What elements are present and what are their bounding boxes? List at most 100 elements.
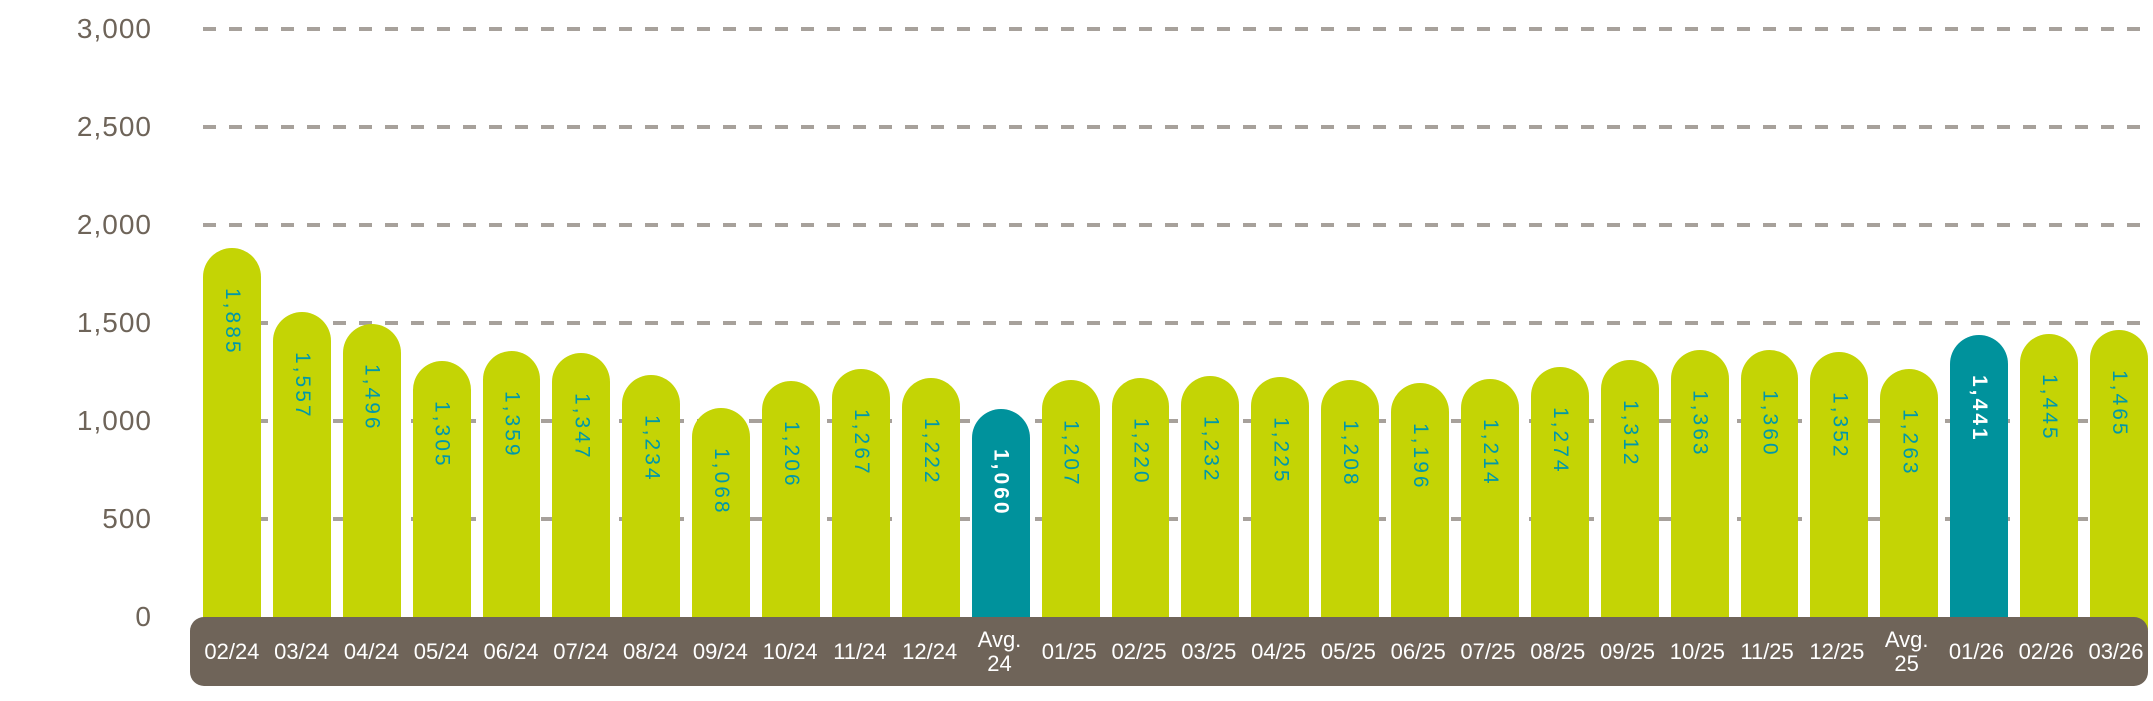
bar[interactable]: 1,263 [1880, 369, 1939, 630]
bar-value-label: 1,445 [2038, 373, 2062, 442]
bar-value-label: 1,274 [1548, 407, 1572, 475]
bar-value-label: 1,496 [360, 363, 384, 432]
bar[interactable]: 1,885 [203, 247, 261, 630]
x-tick-label: 11/25 [1740, 638, 1794, 664]
bar[interactable]: 1,305 [412, 361, 471, 630]
bar-value-label: 1,359 [500, 390, 524, 459]
x-tick-label: 01/26 [1948, 638, 2004, 664]
bar[interactable]: 1,360 [1740, 350, 1799, 630]
bar[interactable]: 1,220 [1111, 377, 1170, 630]
bar[interactable]: 1,347 [552, 353, 611, 630]
x-tick-label: 07/25 [1460, 638, 1516, 664]
y-tick-label: 3,000 [76, 13, 152, 44]
gridline [203, 223, 2153, 227]
x-tick-label: 09/24 [692, 638, 748, 664]
x-tick-label: 08/25 [1530, 638, 1586, 664]
x-tick-label: 04/24 [343, 638, 399, 664]
y-tick-label: 2,000 [76, 209, 152, 240]
bar-value-label: 1,352 [1828, 392, 1852, 460]
bar[interactable]: 1,557 [272, 311, 331, 630]
bar-value-label: 1,220 [1129, 417, 1153, 486]
bar-value-label: 1,360 [1758, 390, 1782, 459]
bar[interactable]: 1,207 [1041, 380, 1100, 630]
x-tick-label: Avg. 24 [977, 626, 1022, 676]
bar-value-label: 1,206 [780, 420, 804, 489]
bar-value-label: 1,347 [570, 393, 594, 461]
bar[interactable]: 1,234 [622, 375, 681, 630]
bar-value-label: 1,232 [1199, 415, 1223, 484]
y-tick-label: 0 [135, 601, 152, 632]
x-tick-label: 08/24 [623, 638, 679, 664]
bar[interactable]: 1,363 [1670, 349, 1729, 630]
x-tick-label: 12/24 [902, 638, 958, 664]
x-tick-label: 01/25 [1041, 638, 1097, 664]
bar[interactable]: 1,214 [1461, 379, 1519, 630]
bar-value-label: 1,465 [2107, 369, 2131, 438]
bar[interactable]: 1,312 [1600, 359, 1659, 630]
bar-value-label: 1,060 [989, 449, 1013, 517]
bar[interactable]: 1,232 [1181, 375, 1240, 630]
bar[interactable]: 1,225 [1251, 376, 1310, 630]
gridline [203, 321, 2153, 325]
x-tick-label: 03/24 [274, 638, 330, 664]
bar[interactable]: 1,196 [1391, 382, 1450, 630]
x-tick-label: 02/25 [1111, 638, 1167, 664]
bar[interactable]: 1,068 [692, 407, 751, 630]
x-axis-labels: 02/24 03/24 04/24 05/24 06/24 07/24 08/24 09/24… [203, 617, 2145, 686]
x-tick-label: 10/24 [762, 638, 818, 664]
bar-value-label: 1,441 [1968, 374, 1992, 443]
gridline [203, 125, 2153, 129]
bar-value-label: 1,312 [1618, 399, 1642, 468]
bar[interactable]: 1,359 [482, 350, 541, 630]
bar[interactable]: 1,206 [762, 380, 821, 630]
bar[interactable]: 1,496 [342, 323, 401, 630]
bar[interactable]: 1,060 [971, 409, 1030, 630]
x-tick-label: 10/25 [1669, 638, 1725, 664]
y-tick-label: 1,500 [76, 307, 152, 338]
bar-value-label: 1,214 [1478, 419, 1502, 487]
x-tick-label: 07/24 [553, 638, 609, 664]
bar-value-label: 1,208 [1339, 420, 1363, 488]
x-axis-strip: 02/24 03/24 04/24 05/24 06/24 07/24 08/24 09/24… [190, 617, 2148, 686]
y-tick-label: 500 [102, 503, 152, 534]
bar[interactable]: 1,441 [1950, 334, 2009, 630]
bar[interactable]: 1,267 [832, 368, 890, 630]
bar-value-label: 1,267 [849, 408, 873, 477]
gridline [203, 419, 2153, 423]
x-tick-label: 03/25 [1181, 638, 1237, 664]
bar-value-label: 1,263 [1898, 409, 1922, 478]
x-tick-label: 06/24 [483, 638, 539, 664]
x-tick-label: 06/25 [1390, 638, 1446, 664]
bar-value-label: 1,225 [1269, 416, 1293, 485]
gridline [203, 27, 2153, 31]
bar-value-label: 1,222 [919, 417, 943, 486]
y-tick-label: 1,000 [76, 405, 152, 436]
bar-value-label: 1,068 [710, 447, 734, 516]
y-tick-label: 2,500 [76, 111, 152, 142]
bar[interactable]: 1,274 [1530, 367, 1589, 630]
bar[interactable]: 1,352 [1810, 352, 1869, 630]
bar-value-label: 1,305 [430, 401, 454, 469]
gridline [203, 517, 2153, 521]
x-tick-label: Avg. 25 [1884, 626, 1929, 676]
bar[interactable]: 1,465 [2090, 329, 2148, 630]
bar-value-label: 1,207 [1059, 420, 1083, 488]
bar-value-label: 1,363 [1688, 389, 1712, 458]
bar[interactable]: 1,222 [901, 377, 960, 630]
x-tick-label: 05/24 [413, 638, 469, 664]
x-tick-label: 04/25 [1251, 638, 1307, 664]
x-tick-label: 02/26 [2018, 638, 2074, 664]
bar-value-label: 1,196 [1409, 422, 1433, 491]
bar[interactable]: 1,445 [2020, 333, 2079, 630]
x-tick-label: 09/25 [1599, 638, 1656, 664]
x-tick-label: 05/25 [1320, 638, 1376, 664]
x-tick-label: 03/26 [2088, 638, 2144, 664]
bar-value-label: 1,885 [220, 287, 244, 356]
plot-area: 1,885 1,557 1,496 1,305 1,359 1,347 1,234 1,068… [203, 0, 2148, 630]
bar-value-label: 1,234 [640, 415, 664, 483]
bar[interactable]: 1,208 [1321, 380, 1380, 630]
x-tick-label: 02/24 [204, 638, 260, 664]
bar-value-label: 1,557 [290, 351, 314, 420]
x-tick-label: 11/24 [833, 638, 887, 664]
